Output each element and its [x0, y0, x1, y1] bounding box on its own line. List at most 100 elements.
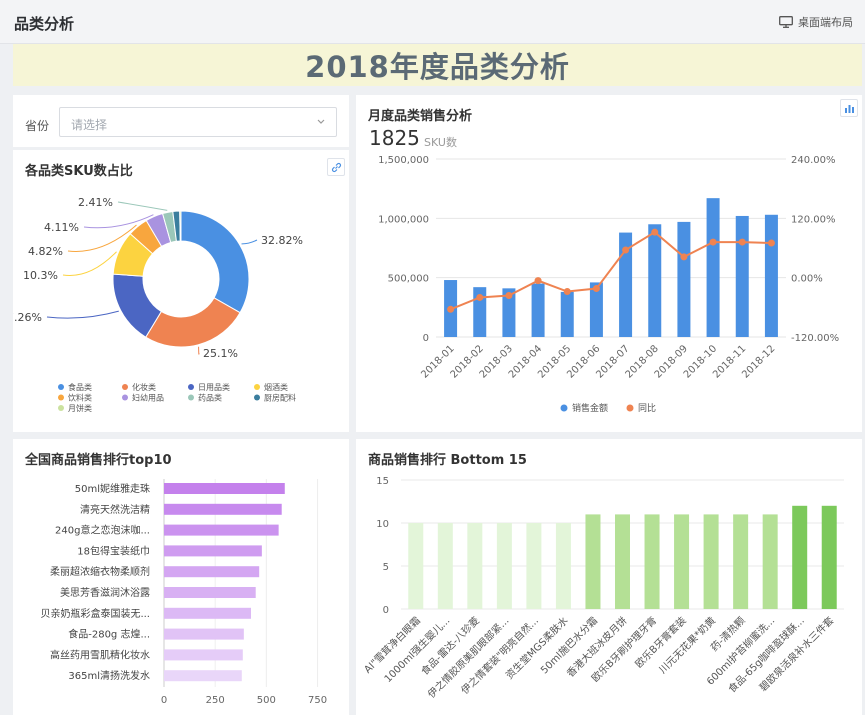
y2-tick-label-0: -120.00%	[791, 333, 839, 344]
yoy-point-4	[563, 288, 571, 296]
top10-category-2: 240g意之恋泡沫咖...	[55, 524, 150, 537]
y2-tick-label-2: 120.00%	[791, 214, 836, 225]
yoy-point-5	[592, 285, 600, 293]
top10-category-6: 贝亲奶瓶彩盒泰国装无...	[40, 607, 150, 620]
bottom15-category-9: 欧乐B牙膏套装	[632, 614, 688, 670]
top10-bar-4	[164, 566, 260, 578]
link-button[interactable]	[327, 158, 345, 176]
x-tick-label-1: 250	[206, 695, 225, 706]
sku-count-label: SKU数	[424, 136, 457, 149]
y-tick-label-2: 10	[376, 519, 389, 530]
legend-marker-2	[188, 384, 194, 390]
sales-bar-10	[735, 215, 749, 337]
y-tick-label-1: 5	[383, 562, 389, 573]
top10-bar-2	[164, 524, 279, 536]
top10-category-1: 清亮天然洗洁精	[80, 503, 150, 516]
desktop-layout-label: 桌面端布局	[798, 16, 853, 29]
yoy-point-2	[505, 291, 513, 299]
y-tick-label-1: 500,000	[388, 274, 429, 285]
donut-slice-8	[179, 210, 182, 242]
x-tick-label-3: 750	[308, 695, 327, 706]
legend-label-1: 化妆类	[132, 382, 156, 392]
donut-data-label-4: 4.82%	[28, 245, 63, 258]
top10-category-3: 18包得宝装纸巾	[77, 544, 150, 557]
yoy-point-7	[651, 228, 659, 236]
bottom15-bar-4	[526, 523, 542, 609]
bottom15-category-0: AI"雪茸净白眼霜	[361, 614, 423, 676]
monthly-sales-title: 月度品类销售分析	[368, 109, 473, 124]
donut-data-label-0: 32.82%	[261, 234, 303, 247]
top10-bar-6	[164, 607, 251, 619]
link-icon	[331, 162, 341, 172]
legend-marker-8	[58, 405, 64, 411]
sales-bar-11	[764, 214, 778, 337]
yoy-line	[450, 230, 772, 311]
legend-label-4: 饮料类	[68, 393, 92, 403]
top10-bar-9	[164, 670, 242, 682]
legend-label-8: 月饼类	[68, 403, 92, 413]
donut-leader-line-3	[62, 251, 117, 277]
bottom15-bar-12	[762, 514, 778, 609]
legend-marker-yoy	[626, 404, 634, 412]
province-select[interactable]: 请选择	[59, 107, 337, 137]
legend-marker-3	[254, 384, 260, 390]
banner-title: 2018年度品类分析	[305, 50, 570, 84]
bottom15-bar-9	[674, 514, 690, 609]
top10-category-8: 高丝药用雪肌精化妆水	[50, 648, 150, 661]
bottom15-bar-chart: 051015AI"雪茸净白眼霜1000ml强生婴儿...食品-雷达-八珍菱伊之情…	[361, 476, 844, 701]
donut-data-label-3: 10.3%	[23, 269, 58, 282]
y2-tick-label-1: 0.00%	[791, 274, 823, 285]
yoy-point-10	[738, 238, 746, 246]
chart-export-icon	[844, 104, 854, 113]
yoy-point-9	[709, 238, 717, 246]
province-filter-panel: 省份 请选择	[13, 95, 349, 147]
yoy-point-1	[476, 293, 484, 301]
x-tick-label-2: 500	[257, 695, 276, 706]
top10-category-5: 美思芳香滋润沐浴露	[60, 586, 150, 599]
top10-bar-3	[164, 545, 262, 557]
bottom15-bar-3	[496, 523, 512, 609]
sales-bar-5	[589, 282, 603, 337]
top10-bar-7	[164, 628, 244, 640]
chart-export-button[interactable]	[840, 99, 858, 117]
legend-label-5: 妇幼用品	[132, 393, 164, 403]
bottom15-bar-7	[615, 514, 630, 609]
bottom15-bar-0	[408, 523, 424, 609]
page-title: 品类分析	[14, 15, 75, 33]
donut-data-label-1: 25.1%	[203, 347, 238, 360]
donut-slice-1	[145, 297, 241, 348]
sales-bar-2	[502, 288, 516, 337]
bottom15-bar-11	[733, 514, 749, 609]
legend-label-7: 厨房配料	[264, 393, 296, 403]
bottom15-bar-14	[821, 505, 837, 609]
legend-marker-6	[188, 394, 194, 401]
y-tick-label-0: 0	[423, 333, 429, 344]
y2-tick-label-3: 240.00%	[791, 155, 836, 166]
desktop-layout-button[interactable]: 桌面端布局	[779, 14, 853, 30]
bottom15-bar-10	[703, 514, 719, 609]
bottom15-bar-1	[437, 523, 453, 609]
province-filter-label: 省份	[25, 119, 50, 133]
legend-marker-0	[58, 384, 64, 390]
donut-leader-line-4	[67, 224, 137, 252]
bottom15-bar-13	[792, 505, 808, 609]
sales-bar-6	[619, 232, 633, 337]
monthly-sales-combo-chart: 0 500,000 1,000,000 1,500,000 -120.00% 0.00% 1…	[378, 155, 839, 414]
legend-label-6: 药品类	[198, 393, 222, 403]
top-bar: 品类分析 桌面端布局	[0, 0, 865, 44]
donut-data-label-5: 4.11%	[44, 221, 79, 234]
bottom15-bar-2	[467, 523, 483, 609]
yoy-point-0	[447, 305, 455, 313]
legend-marker-5	[122, 394, 128, 401]
y-tick-label-0: 0	[383, 605, 389, 616]
top10-category-4: 柔丽超浓缩衣物柔顺剂	[50, 565, 150, 578]
donut-leader-line-2	[46, 310, 119, 319]
top10-panel: 全国商品销售排行top10 0 250 500 750 50ml妮维雅走珠 清亮天然洗洁精…	[13, 439, 349, 715]
legend-label-0: 食品类	[68, 382, 92, 392]
monthly-sales-panel: 月度品类销售分析 1825 SKU数 0 500,000 1,000,000 1,50…	[356, 95, 862, 432]
sku-share-donut-chart: 32.82% 25.1% 17.26% 10.3% 4.82% 4.11% 2.41% 食品类…	[13, 196, 303, 413]
y-tick-label-3: 15	[376, 476, 389, 487]
top10-category-7: 食品-280g 志煌...	[68, 628, 150, 641]
top10-category-0: 50ml妮维雅走珠	[75, 482, 150, 495]
bottom15-bar-5	[555, 523, 571, 609]
